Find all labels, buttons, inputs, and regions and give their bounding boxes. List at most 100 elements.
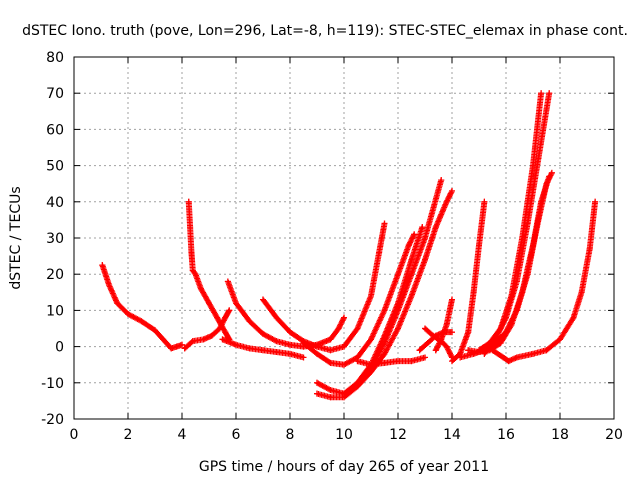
data-series-15	[449, 198, 488, 365]
data-series-19	[481, 90, 553, 357]
data-point	[395, 358, 401, 365]
data-point	[538, 198, 545, 205]
data-point	[381, 359, 388, 366]
data-point	[465, 347, 472, 354]
data-point	[546, 173, 553, 180]
data-point	[538, 90, 545, 97]
data-point	[314, 379, 320, 386]
data-point	[395, 271, 401, 278]
data-point	[160, 336, 167, 343]
data-point	[405, 242, 412, 249]
data-point	[505, 358, 512, 365]
data-point	[314, 390, 320, 397]
plot-area	[99, 90, 599, 401]
data-point	[592, 198, 599, 205]
y-tick-label: 20	[46, 267, 64, 283]
data-point	[481, 198, 488, 205]
data-point	[548, 169, 555, 176]
data-point	[368, 368, 374, 375]
data-point	[530, 350, 536, 357]
data-point	[432, 347, 439, 354]
data-point	[192, 271, 199, 278]
x-axis-label: GPS time / hours of day 265 of year 2011	[199, 459, 489, 475]
data-point	[260, 347, 266, 354]
data-point	[395, 307, 401, 314]
data-point	[535, 155, 542, 162]
data-point	[438, 177, 445, 184]
data-point	[416, 347, 423, 354]
data-point	[449, 187, 455, 194]
data-point	[476, 242, 482, 249]
data-point	[408, 271, 415, 278]
x-tick-label: 0	[70, 427, 79, 443]
data-series-9	[314, 177, 445, 401]
data-series-7	[300, 231, 418, 368]
data-point	[368, 361, 374, 368]
data-point	[181, 345, 188, 352]
y-tick-label: 40	[46, 195, 64, 211]
data-series-5	[219, 336, 307, 361]
y-tick-label: 80	[46, 50, 64, 66]
data-point	[513, 354, 520, 361]
data-point	[411, 231, 418, 238]
data-point	[381, 307, 388, 314]
data-point	[341, 314, 347, 321]
data-point	[206, 300, 212, 307]
data-point	[408, 256, 415, 263]
data-point	[200, 336, 207, 343]
data-point	[422, 256, 428, 263]
data-point	[578, 289, 585, 296]
data-point	[173, 343, 180, 350]
data-point	[341, 390, 347, 397]
data-point	[233, 300, 239, 307]
data-point	[222, 314, 229, 321]
data-point	[443, 343, 450, 350]
data-series-20	[489, 198, 599, 365]
data-point	[152, 327, 158, 334]
data-point	[208, 332, 215, 339]
data-point	[422, 354, 428, 361]
data-point	[546, 90, 553, 97]
x-tick-label: 12	[389, 427, 407, 443]
data-point	[233, 341, 239, 348]
data-point	[287, 329, 293, 336]
data-point	[395, 325, 401, 332]
data-point	[500, 354, 507, 361]
data-point	[449, 358, 455, 365]
data-point	[381, 220, 388, 227]
series-marker-trail	[354, 354, 428, 368]
data-point	[424, 339, 431, 346]
data-series-6	[260, 220, 388, 354]
x-tick-label: 8	[286, 427, 295, 443]
data-point	[481, 350, 488, 357]
data-point	[586, 245, 593, 252]
data-point	[430, 206, 437, 213]
data-point	[422, 235, 428, 241]
data-point	[354, 383, 361, 390]
data-point	[530, 242, 536, 249]
data-point	[197, 285, 204, 292]
x-tick-label: 4	[178, 427, 187, 443]
data-point	[335, 325, 342, 332]
data-point	[300, 354, 307, 361]
x-tick-label: 20	[605, 427, 623, 443]
chart-title: dSTEC Iono. truth (pove, Lon=296, Lat=-8…	[22, 23, 628, 39]
data-point	[260, 296, 266, 303]
data-point	[443, 198, 450, 205]
data-point	[438, 336, 445, 343]
data-point	[443, 321, 450, 328]
data-point	[524, 220, 531, 227]
x-tick-label: 10	[335, 427, 353, 443]
y-tick-label: 0	[55, 340, 64, 356]
data-point	[354, 325, 361, 332]
data-point	[214, 314, 221, 321]
data-point	[222, 329, 229, 336]
data-point	[224, 278, 231, 285]
data-point	[457, 354, 464, 361]
data-series-14	[432, 296, 455, 354]
data-point	[327, 359, 334, 366]
series-marker-trail	[260, 220, 388, 354]
axis-ticks: 0 2 4 6 8 10 12 14 16 18 20 -20 -10 0 10 20 30 40 50 60 70 80	[41, 50, 623, 443]
data-point	[470, 289, 477, 296]
